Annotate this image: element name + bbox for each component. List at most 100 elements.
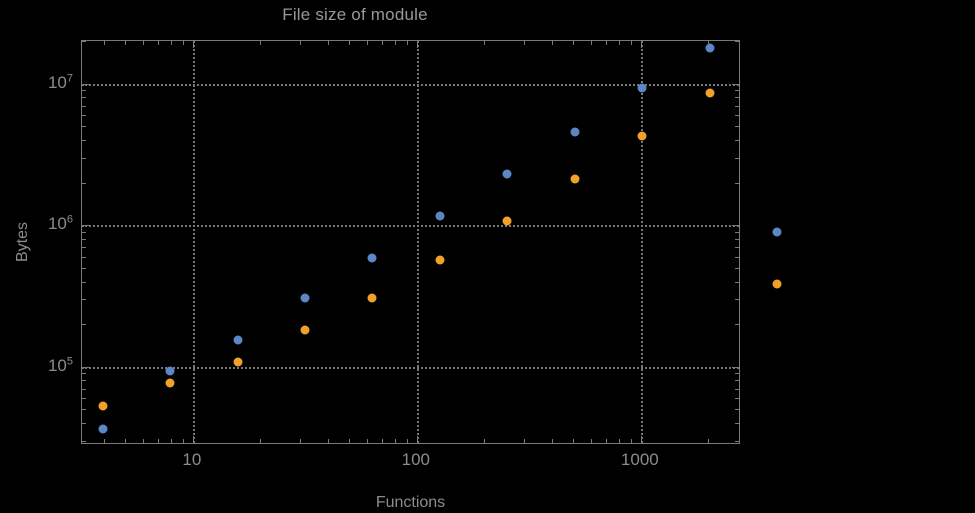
x-axis-tick (708, 439, 710, 443)
y-axis-tick (735, 115, 739, 117)
y-axis-tick (82, 281, 86, 283)
x-axis-tick (640, 436, 642, 443)
data-point-blue-series-2 (233, 335, 243, 345)
x-tick-label: 1000 (620, 450, 659, 469)
y-axis-tick (735, 139, 739, 141)
x-tick-label: 100 (401, 450, 431, 469)
x-axis-tick (382, 439, 384, 443)
x-axis-tick (708, 41, 710, 45)
x-axis-tick (367, 41, 369, 45)
y-axis-tick (82, 423, 86, 425)
data-point-blue-series-4 (367, 253, 377, 263)
y-axis-tick (735, 105, 739, 107)
y-axis-tick (82, 105, 86, 107)
x-axis-tick (171, 439, 173, 443)
x-axis-tick (192, 436, 194, 443)
data-point-orange-series-10 (772, 279, 782, 289)
x-axis-tick (382, 41, 384, 45)
y-axis-tick (732, 225, 739, 227)
x-axis-tick (125, 41, 127, 45)
data-point-blue-series-0 (98, 424, 108, 434)
x-axis-tick (630, 41, 632, 45)
y-axis-tick (735, 157, 739, 159)
y-tick-label: 106 (47, 213, 73, 234)
x-gridline (192, 41, 195, 443)
x-axis-tick (523, 41, 525, 45)
y-axis-tick (735, 409, 739, 411)
y-axis-tick (82, 373, 86, 375)
y-axis-tick (82, 366, 89, 368)
y-axis-tick (735, 41, 739, 42)
data-point-blue-series-10 (772, 227, 782, 237)
data-point-orange-series-2 (233, 357, 243, 367)
x-axis-tick (182, 439, 184, 443)
x-axis-tick (367, 439, 369, 443)
plot-frame (81, 40, 740, 444)
x-axis-tick (158, 439, 160, 443)
x-axis-tick (640, 41, 642, 48)
x-axis-tick (192, 41, 194, 48)
x-axis-tick (416, 436, 418, 443)
x-axis-tick (523, 439, 525, 443)
data-point-blue-series-1 (165, 366, 175, 376)
x-axis-tick (416, 41, 418, 48)
data-point-orange-series-0 (98, 401, 108, 411)
y-axis-tick (82, 324, 86, 326)
y-axis-tick (82, 139, 86, 141)
data-point-blue-series-7 (570, 127, 580, 137)
data-point-orange-series-5 (435, 255, 445, 265)
data-point-orange-series-3 (300, 325, 310, 335)
y-axis-tick (82, 267, 86, 269)
x-axis-tick (591, 41, 593, 45)
data-point-orange-series-7 (570, 174, 580, 184)
x-axis-tick (484, 41, 486, 45)
x-axis-tick (395, 439, 397, 443)
y-axis-tick (735, 388, 739, 390)
x-axis-tick (406, 439, 408, 443)
x-axis-tick (327, 439, 329, 443)
x-axis-tick (327, 41, 329, 45)
data-point-orange-series-4 (367, 293, 377, 303)
data-point-blue-series-6 (502, 169, 512, 179)
x-axis-tick (551, 439, 553, 443)
x-axis-tick (260, 439, 262, 443)
x-axis-tick (103, 439, 105, 443)
x-axis-tick (260, 41, 262, 45)
y-axis-tick (735, 231, 739, 233)
data-point-blue-series-5 (435, 211, 445, 221)
y-axis-tick (82, 41, 86, 42)
y-axis-tick (735, 238, 739, 240)
x-axis-tick (395, 41, 397, 45)
x-axis-tick (619, 41, 621, 45)
data-point-orange-series-9 (705, 88, 715, 98)
y-axis-tick (735, 182, 739, 184)
y-gridline (82, 366, 739, 369)
x-axis-label: Functions (375, 494, 446, 511)
y-gridline (82, 83, 739, 86)
y-axis-tick (82, 238, 86, 240)
y-axis-tick (735, 423, 739, 425)
x-axis-tick (299, 41, 301, 45)
y-axis-tick (82, 380, 86, 382)
y-axis-tick (732, 83, 739, 85)
y-axis-tick (82, 126, 86, 128)
y-axis-tick (735, 380, 739, 382)
data-point-orange-series-8 (637, 131, 647, 141)
y-axis-tick (82, 440, 86, 442)
y-axis-tick (82, 182, 86, 184)
y-axis-tick (82, 97, 86, 99)
y-axis-label: Bytes (14, 221, 31, 263)
y-axis-tick (82, 299, 86, 301)
x-axis-tick (349, 41, 351, 45)
y-axis-tick (82, 247, 86, 249)
y-gridline (82, 225, 739, 228)
data-point-blue-series-8 (637, 83, 647, 93)
y-tick-label: 107 (47, 71, 73, 92)
data-point-blue-series-3 (300, 293, 310, 303)
x-axis-tick (182, 41, 184, 45)
x-axis-tick (406, 41, 408, 45)
y-axis-tick (735, 324, 739, 326)
y-axis-tick (82, 231, 86, 233)
x-axis-tick (606, 439, 608, 443)
